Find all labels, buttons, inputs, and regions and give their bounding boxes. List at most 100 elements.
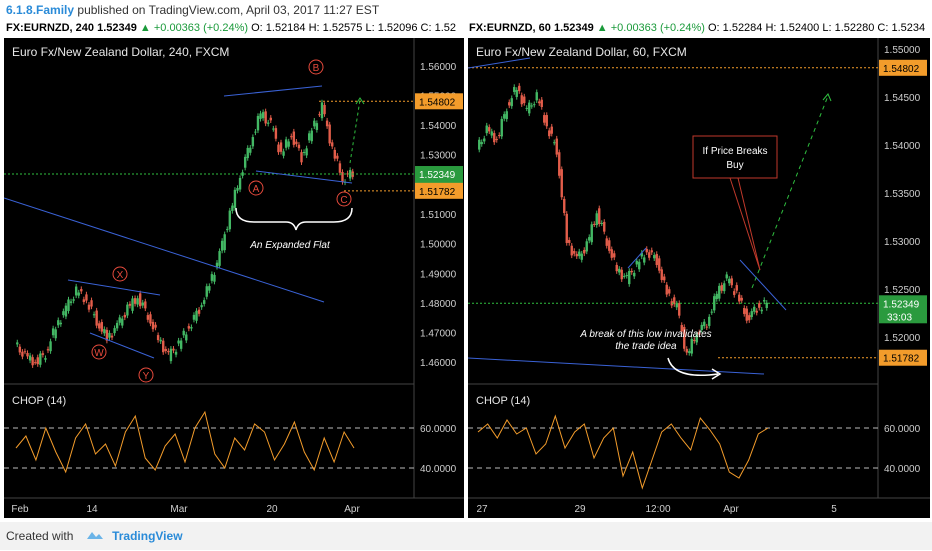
y-tick-label: 1.53000 bbox=[420, 151, 457, 162]
projection-arrow bbox=[751, 95, 829, 289]
candle-body bbox=[98, 323, 101, 329]
candle-body bbox=[700, 324, 703, 331]
chart-panel-60[interactable]: Euro Fx/New Zealand Dollar, 60, FXCM 1.55… bbox=[467, 38, 930, 518]
candle-body bbox=[305, 148, 308, 156]
current-price-label: 1.52349 bbox=[883, 299, 920, 310]
candle-body bbox=[21, 351, 24, 357]
candle-body bbox=[131, 298, 134, 311]
callout-text-line2: Buy bbox=[726, 160, 743, 171]
candle-body bbox=[246, 147, 249, 159]
candle-body bbox=[718, 285, 721, 299]
candle-body bbox=[87, 304, 91, 310]
y-tick-label: 1.56000 bbox=[420, 62, 457, 73]
author-link[interactable]: 6.1.8.Family bbox=[6, 3, 75, 17]
candle-body bbox=[705, 326, 708, 328]
candle-body bbox=[348, 169, 352, 179]
candle-body bbox=[328, 124, 331, 144]
candle-body bbox=[241, 172, 244, 176]
candle-body bbox=[640, 252, 643, 257]
candle-body bbox=[555, 138, 558, 155]
candle-body bbox=[703, 321, 706, 327]
candle-body bbox=[733, 291, 736, 295]
y-tick-label: 1.52000 bbox=[884, 333, 921, 344]
candle-body bbox=[100, 321, 103, 332]
candle-body bbox=[528, 102, 531, 114]
candle-body bbox=[341, 171, 344, 182]
wave-label: B bbox=[313, 63, 320, 74]
candle-body bbox=[69, 301, 73, 303]
candle-body bbox=[231, 205, 234, 211]
candle-body bbox=[92, 314, 96, 316]
y-tick-label: 1.50000 bbox=[420, 240, 457, 251]
x-tick-label: Apr bbox=[723, 504, 739, 515]
long-trendline bbox=[3, 197, 325, 303]
y-tick-label: 1.49000 bbox=[420, 269, 457, 280]
candle-body bbox=[85, 294, 88, 301]
candle-body bbox=[760, 309, 763, 312]
chop-line bbox=[477, 414, 769, 490]
footer: Created with TradingView bbox=[0, 522, 932, 550]
candle-body bbox=[46, 349, 50, 351]
candle-body bbox=[315, 123, 319, 130]
candle-body bbox=[331, 142, 334, 147]
candle-body bbox=[39, 353, 42, 365]
candle-body bbox=[192, 314, 196, 320]
candle-body bbox=[149, 314, 152, 324]
wave-label: W bbox=[94, 348, 104, 359]
candle-body bbox=[133, 298, 137, 304]
tradingview-cloud-icon bbox=[83, 523, 105, 551]
candle-body bbox=[665, 284, 668, 295]
candle-body bbox=[675, 303, 678, 308]
candle-body bbox=[23, 351, 27, 353]
left-symbol-ohlc: O: 1.52184 H: 1.52575 L: 1.52096 C: 1.52 bbox=[251, 22, 456, 34]
chart-panel-240[interactable]: Euro Fx/New Zealand Dollar, 240, FXCM 1.5… bbox=[3, 38, 464, 518]
candle-body bbox=[62, 311, 65, 316]
y-tick-label: 1.51000 bbox=[420, 210, 457, 221]
candle-body bbox=[164, 348, 167, 351]
candle-body bbox=[583, 249, 586, 254]
candle-body bbox=[533, 104, 536, 106]
candle-body bbox=[513, 87, 516, 92]
candle-body bbox=[295, 141, 298, 145]
candle-body bbox=[282, 151, 285, 156]
invalidation-arrow-head bbox=[711, 368, 722, 380]
candle-body bbox=[95, 310, 98, 326]
chart-svg-60[interactable]: Euro Fx/New Zealand Dollar, 60, FXCM 1.55… bbox=[467, 38, 930, 518]
low-price-tag bbox=[879, 349, 927, 366]
callout-box bbox=[692, 135, 778, 179]
candle-body bbox=[146, 315, 150, 320]
flat-lower-trendline bbox=[255, 170, 353, 184]
candle-body bbox=[518, 85, 521, 92]
candle-body bbox=[563, 198, 566, 213]
countdown-label: 33:03 bbox=[887, 312, 912, 323]
candle-body bbox=[121, 318, 124, 326]
candle-body bbox=[650, 250, 653, 253]
candle-body bbox=[154, 324, 157, 328]
wxy-lower-trendline bbox=[89, 332, 155, 359]
candle-body bbox=[208, 286, 211, 291]
candle-body bbox=[488, 127, 491, 132]
candle-body bbox=[200, 305, 203, 308]
candle-body bbox=[620, 269, 623, 280]
candle-body bbox=[490, 131, 493, 136]
candle-body bbox=[615, 264, 618, 272]
candle-body bbox=[279, 142, 283, 152]
candle-body bbox=[67, 299, 70, 311]
callout-text-line1: If Price Breaks bbox=[702, 146, 767, 157]
candle-body bbox=[550, 126, 553, 134]
wave-label: A bbox=[253, 184, 260, 195]
y-tick-label: 1.48000 bbox=[420, 299, 457, 310]
candle-body bbox=[195, 310, 198, 321]
y-tick-label: 1.46000 bbox=[420, 358, 457, 369]
candle-body bbox=[493, 133, 496, 143]
chart-svg-240[interactable]: Euro Fx/New Zealand Dollar, 240, FXCM 1.5… bbox=[3, 38, 464, 518]
candle-body bbox=[725, 274, 728, 279]
left-symbol-prefix: FX:EURNZD, 240 1.52349 bbox=[6, 22, 137, 34]
tradingview-brand[interactable]: TradingView bbox=[112, 529, 183, 543]
candle-body bbox=[545, 115, 548, 127]
top-trendline bbox=[467, 57, 531, 69]
candle-body bbox=[648, 252, 651, 258]
candle-body bbox=[728, 278, 731, 284]
candle-body bbox=[478, 139, 481, 150]
x-tick-label: 14 bbox=[86, 504, 98, 515]
